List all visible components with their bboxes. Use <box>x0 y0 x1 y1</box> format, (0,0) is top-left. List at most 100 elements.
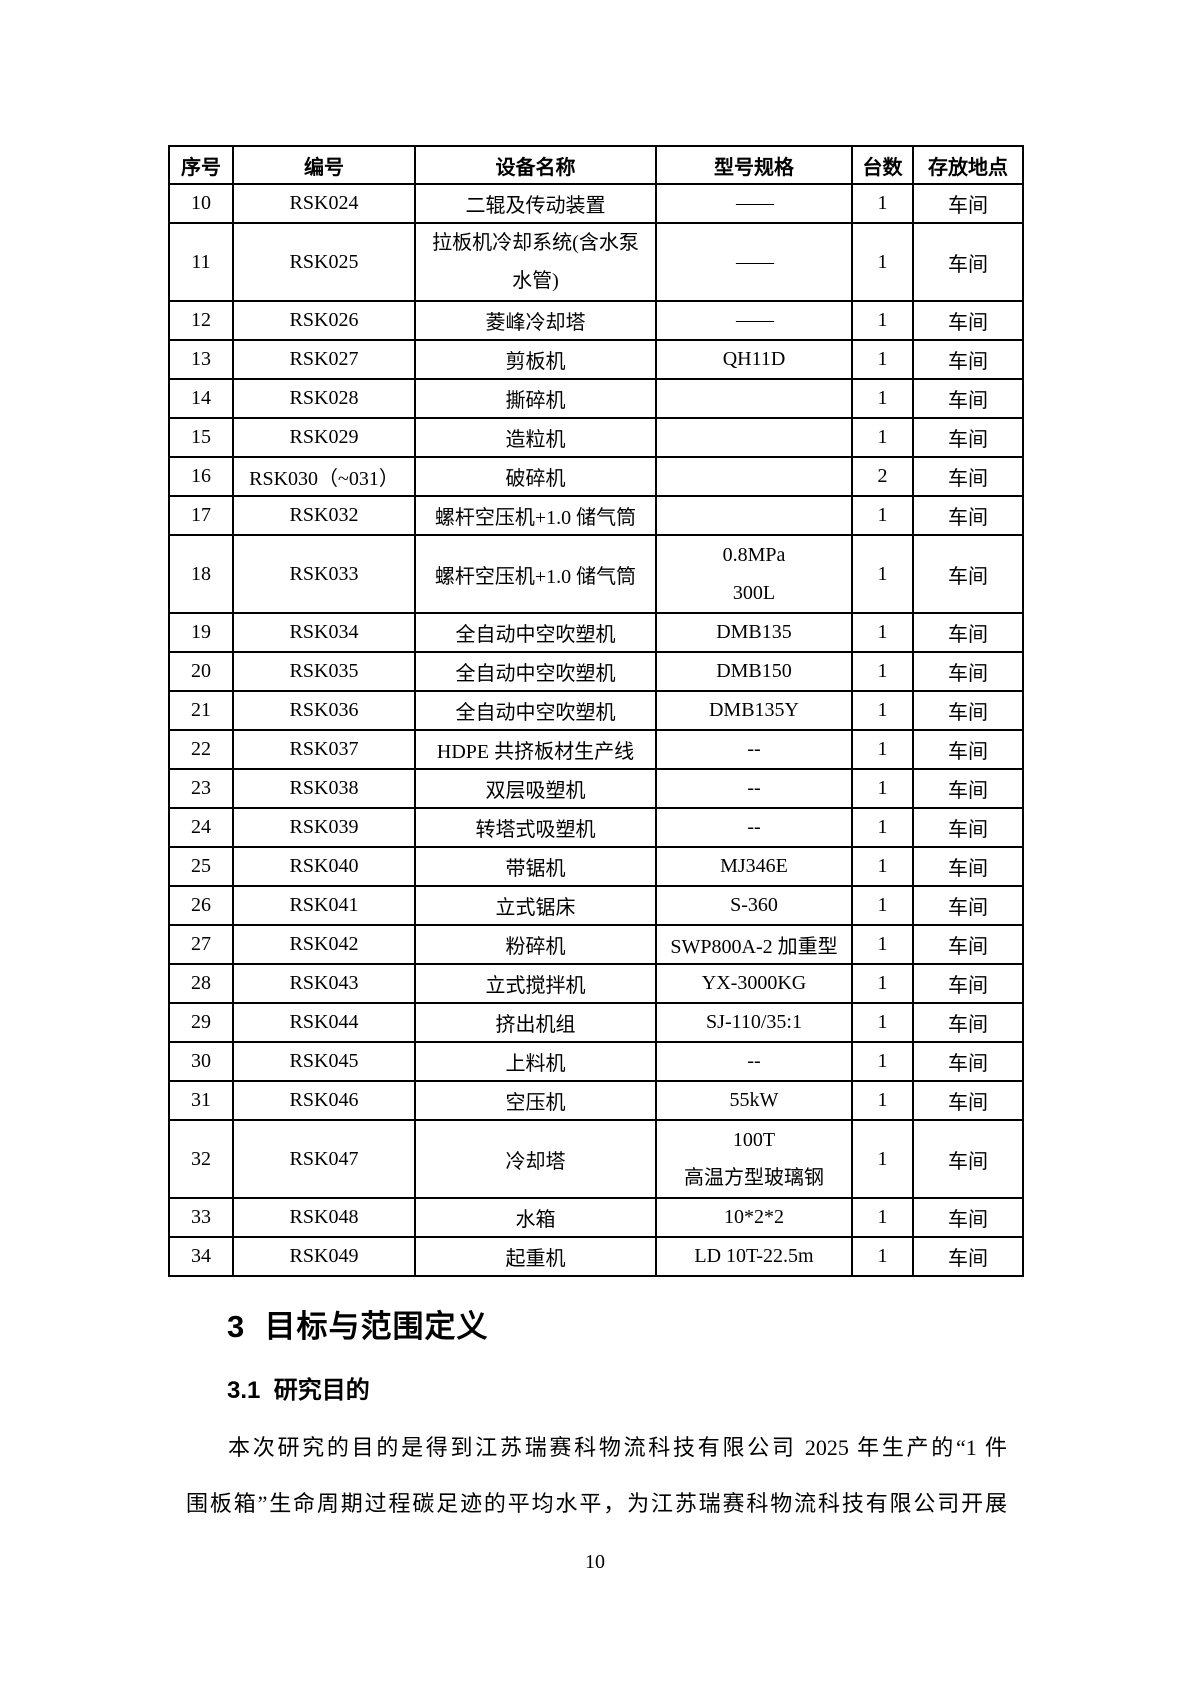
cell-model: DMB135 <box>655 612 853 653</box>
cell-no: 15 <box>168 417 234 458</box>
cell-no: 31 <box>168 1080 234 1121</box>
cell-model <box>655 495 853 536</box>
table-row: 14 RSK028 撕碎机 1 车间 <box>168 378 1024 419</box>
cell-no: 11 <box>168 222 234 302</box>
cell-loc: 车间 <box>912 417 1024 458</box>
cell-model: 0.8MPa 300L <box>655 534 853 614</box>
cell-qty: 1 <box>851 300 914 341</box>
cell-no: 16 <box>168 456 234 497</box>
cell-model: 100T 高温方型玻璃钢 <box>655 1119 853 1199</box>
cell-no: 32 <box>168 1119 234 1199</box>
cell-no: 22 <box>168 729 234 770</box>
cell-loc: 车间 <box>912 1236 1024 1277</box>
cell-loc: 车间 <box>912 495 1024 536</box>
cell-model: -- <box>655 729 853 770</box>
page-number: 10 <box>585 1551 605 1573</box>
section-heading: 3 目标与范围定义 <box>227 1309 489 1344</box>
cell-qty: 1 <box>851 1002 914 1043</box>
cell-name: 全自动中空吹塑机 <box>414 612 657 653</box>
cell-model: DMB135Y <box>655 690 853 731</box>
cell-code: RSK024 <box>232 183 416 224</box>
cell-name: 立式搅拌机 <box>414 963 657 1004</box>
cell-name: 转塔式吸塑机 <box>414 807 657 848</box>
cell-code: RSK047 <box>232 1119 416 1199</box>
cell-loc: 车间 <box>912 1119 1024 1199</box>
cell-qty: 1 <box>851 729 914 770</box>
paragraph-line-2: 围板箱”生命周期过程碳足迹的平均水平，为江苏瑞赛科物流科技有限公司开展 <box>186 1491 1007 1516</box>
cell-no: 26 <box>168 885 234 926</box>
cell-name: 螺杆空压机+1.0 储气筒 <box>414 534 657 614</box>
cell-name: 破碎机 <box>414 456 657 497</box>
cell-qty: 1 <box>851 885 914 926</box>
cell-loc: 车间 <box>912 1197 1024 1238</box>
cell-loc: 车间 <box>912 1041 1024 1082</box>
cell-qty: 1 <box>851 1041 914 1082</box>
cell-qty: 1 <box>851 846 914 887</box>
cell-loc: 车间 <box>912 924 1024 965</box>
cell-model: —— <box>655 183 853 224</box>
cell-model: 55kW <box>655 1080 853 1121</box>
cell-name: 粉碎机 <box>414 924 657 965</box>
cell-qty: 1 <box>851 183 914 224</box>
cell-loc: 车间 <box>912 729 1024 770</box>
cell-model: SWP800A-2 加重型 <box>655 924 853 965</box>
cell-code: RSK027 <box>232 339 416 380</box>
cell-no: 34 <box>168 1236 234 1277</box>
table-row: 32 RSK047 冷却塔 100T 高温方型玻璃钢 1 车间 <box>168 1119 1024 1199</box>
equipment-table: 序号 编号 设备名称 型号规格 台数 存放地点 10 RSK024 二辊及传动装置 —— 1 车间 1… <box>168 145 1024 1277</box>
table-row: 22 RSK037 HDPE 共挤板材生产线 -- 1 车间 <box>168 729 1024 770</box>
cell-loc: 车间 <box>912 690 1024 731</box>
table-row: 29 RSK044 挤出机组 SJ-110/35:1 1 车间 <box>168 1002 1024 1043</box>
cell-name: 水箱 <box>414 1197 657 1238</box>
table-header-row: 序号 编号 设备名称 型号规格 台数 存放地点 <box>168 145 1024 185</box>
cell-name: 起重机 <box>414 1236 657 1277</box>
cell-qty: 1 <box>851 690 914 731</box>
column-header: 台数 <box>851 145 914 185</box>
cell-no: 27 <box>168 924 234 965</box>
cell-model <box>655 417 853 458</box>
cell-name: 撕碎机 <box>414 378 657 419</box>
column-header: 设备名称 <box>414 145 657 185</box>
cell-code: RSK033 <box>232 534 416 614</box>
cell-no: 17 <box>168 495 234 536</box>
cell-model: YX-3000KG <box>655 963 853 1004</box>
cell-no: 24 <box>168 807 234 848</box>
cell-qty: 1 <box>851 339 914 380</box>
cell-model: -- <box>655 768 853 809</box>
subsection-heading: 3.1 研究目的 <box>227 1377 370 1404</box>
cell-qty: 1 <box>851 612 914 653</box>
cell-model: —— <box>655 222 853 302</box>
cell-qty: 1 <box>851 495 914 536</box>
cell-no: 10 <box>168 183 234 224</box>
table-row: 18 RSK033 螺杆空压机+1.0 储气筒 0.8MPa 300L 1 车间 <box>168 534 1024 614</box>
cell-qty: 1 <box>851 1197 914 1238</box>
cell-code: RSK046 <box>232 1080 416 1121</box>
cell-code: RSK030（~031） <box>232 456 416 497</box>
table-row: 25 RSK040 带锯机 MJ346E 1 车间 <box>168 846 1024 887</box>
cell-model: SJ-110/35:1 <box>655 1002 853 1043</box>
cell-name: 剪板机 <box>414 339 657 380</box>
table-row: 26 RSK041 立式锯床 S-360 1 车间 <box>168 885 1024 926</box>
cell-model: DMB150 <box>655 651 853 692</box>
cell-code: RSK036 <box>232 690 416 731</box>
cell-code: RSK034 <box>232 612 416 653</box>
cell-loc: 车间 <box>912 768 1024 809</box>
cell-model: S-360 <box>655 885 853 926</box>
cell-loc: 车间 <box>912 1002 1024 1043</box>
table-row: 23 RSK038 双层吸塑机 -- 1 车间 <box>168 768 1024 809</box>
cell-name: 冷却塔 <box>414 1119 657 1199</box>
cell-no: 23 <box>168 768 234 809</box>
cell-code: RSK039 <box>232 807 416 848</box>
cell-no: 21 <box>168 690 234 731</box>
cell-model <box>655 378 853 419</box>
cell-qty: 1 <box>851 417 914 458</box>
table-body: 10 RSK024 二辊及传动装置 —— 1 车间 11 RSK025 拉板机冷却系统(含水泵 … <box>168 183 1024 1277</box>
cell-code: RSK049 <box>232 1236 416 1277</box>
table-row: 10 RSK024 二辊及传动装置 —— 1 车间 <box>168 183 1024 224</box>
cell-qty: 1 <box>851 963 914 1004</box>
cell-no: 13 <box>168 339 234 380</box>
table-row: 15 RSK029 造粒机 1 车间 <box>168 417 1024 458</box>
cell-code: RSK044 <box>232 1002 416 1043</box>
cell-model: -- <box>655 807 853 848</box>
